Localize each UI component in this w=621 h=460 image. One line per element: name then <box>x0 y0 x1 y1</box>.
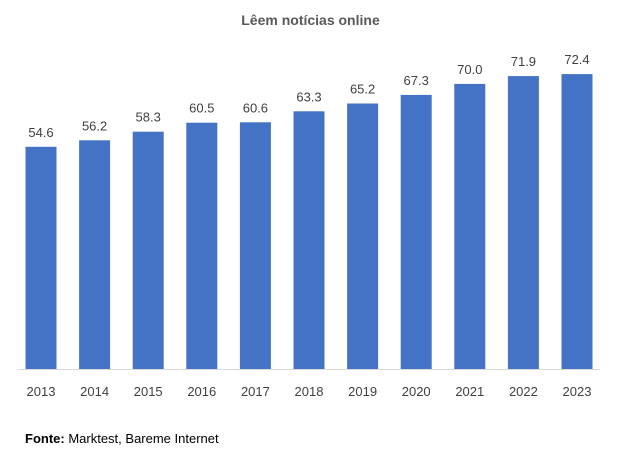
bar-2021 <box>454 83 486 371</box>
bar-2020 <box>400 94 432 371</box>
x-tick-label-2023: 2023 <box>563 384 592 399</box>
bar-2016 <box>186 122 218 370</box>
x-tick-label-2015: 2015 <box>134 384 163 399</box>
x-tick-label-2017: 2017 <box>241 384 270 399</box>
bar-chart: 54.6 56.2 58.3 60.5 60.6 63.3 65.2 67.3 70.0 71.9… <box>18 52 600 399</box>
bar-2019 <box>347 103 379 370</box>
x-tick-label-2016: 2016 <box>187 384 216 399</box>
value-label-2023: 72.4 <box>564 52 589 67</box>
value-label-2019: 65.2 <box>350 82 375 97</box>
value-label-2020: 67.3 <box>404 73 429 88</box>
source-label: Fonte: <box>25 431 65 446</box>
bar-2018 <box>293 111 325 371</box>
x-tick-label-2014: 2014 <box>80 384 109 399</box>
bar-2017 <box>239 122 271 370</box>
value-label-2022: 71.9 <box>511 54 536 69</box>
x-tick-label-2020: 2020 <box>402 384 431 399</box>
x-tick-label-2019: 2019 <box>348 384 377 399</box>
value-label-2013: 54.6 <box>28 125 53 140</box>
value-label-2015: 58.3 <box>136 110 161 125</box>
bar-2013 <box>25 146 57 370</box>
value-label-2021: 70.0 <box>457 62 482 77</box>
x-tick-label-2021: 2021 <box>455 384 484 399</box>
bar-2022 <box>507 76 539 370</box>
x-tick-label-2018: 2018 <box>295 384 324 399</box>
source-note: Fonte: Marktest, Bareme Internet <box>25 431 219 446</box>
bar-2023 <box>561 74 593 370</box>
value-label-2018: 63.3 <box>296 89 321 104</box>
value-label-2016: 60.5 <box>189 101 214 116</box>
x-tick-label-2013: 2013 <box>27 384 56 399</box>
value-label-2017: 60.6 <box>243 100 268 115</box>
chart-title: Lêem notícias online <box>241 12 380 28</box>
source-text: Marktest, Bareme Internet <box>64 431 219 446</box>
bar-2015 <box>132 131 164 370</box>
bar-2014 <box>79 140 111 370</box>
value-label-2014: 56.2 <box>82 118 107 133</box>
x-tick-label-2022: 2022 <box>509 384 538 399</box>
